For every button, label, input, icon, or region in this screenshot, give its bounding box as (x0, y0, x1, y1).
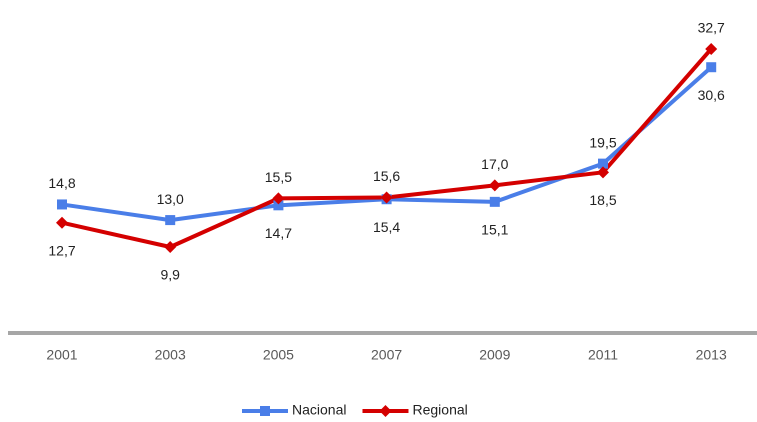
x-tick-label: 2005 (263, 347, 294, 363)
data-label: 14,8 (48, 175, 75, 191)
legend-marker (260, 406, 270, 416)
data-label: 32,7 (698, 20, 725, 36)
legend-label: Regional (412, 402, 467, 418)
data-label: 17,0 (481, 156, 508, 172)
point-marker (597, 166, 609, 179)
point-marker (164, 241, 177, 254)
data-label: 15,4 (373, 219, 400, 235)
point-marker (273, 200, 284, 211)
x-tick-label: 2011 (588, 347, 618, 363)
data-label: 14,7 (265, 225, 292, 241)
point-marker (165, 215, 176, 226)
point-marker (56, 216, 68, 229)
data-label: 15,1 (481, 222, 508, 238)
data-label: 18,5 (589, 192, 616, 208)
point-marker (272, 192, 285, 205)
data-label: 9,9 (160, 267, 180, 283)
x-tick-label: 2003 (155, 347, 186, 363)
point-marker (380, 191, 393, 204)
x-tick-label: 2007 (371, 347, 402, 363)
x-tick-label: 2001 (46, 347, 77, 363)
data-label: 19,5 (589, 134, 616, 150)
point-marker (598, 158, 608, 169)
data-label: 30,6 (698, 87, 725, 103)
point-marker (488, 179, 501, 192)
data-label: 13,0 (157, 191, 184, 207)
point-marker (489, 196, 500, 207)
legend-label: Nacional (292, 402, 346, 418)
x-tick-label: 2013 (696, 347, 727, 363)
legend-marker (379, 405, 392, 417)
point-marker (705, 42, 718, 55)
x-tick-label: 2009 (479, 347, 510, 363)
point-marker (57, 199, 67, 210)
data-label: 15,6 (373, 168, 400, 184)
data-label: 12,7 (48, 242, 75, 258)
point-marker (706, 62, 717, 73)
data-label: 15,5 (265, 169, 292, 185)
